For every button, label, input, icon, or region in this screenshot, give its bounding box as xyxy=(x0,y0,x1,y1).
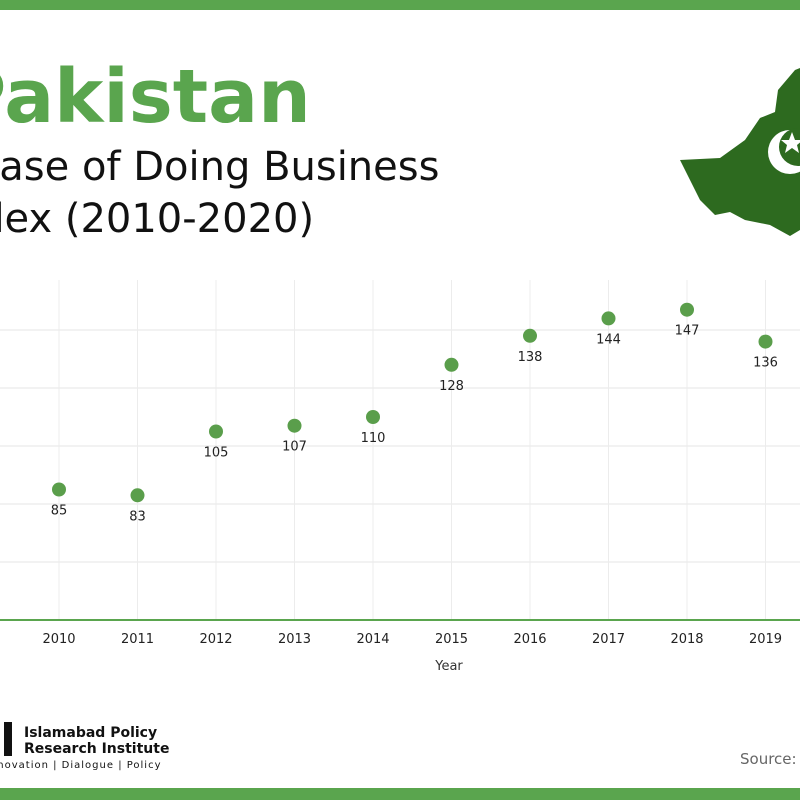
source: Source: World Bank xyxy=(740,750,800,768)
data-label: 107 xyxy=(282,440,307,455)
point xyxy=(601,311,616,326)
point xyxy=(444,357,459,372)
point xyxy=(758,334,773,349)
x-axis-title: Year xyxy=(434,659,463,674)
bottom-bar xyxy=(0,788,800,800)
x-tick-label: 2017 xyxy=(592,632,625,647)
data-label: 128 xyxy=(439,379,464,394)
x-tick-label: 2015 xyxy=(435,632,468,647)
plot: 2009772010852011832012105201310720141102… xyxy=(0,280,800,647)
title: Pakistan xyxy=(0,54,311,140)
top-bar xyxy=(0,0,800,10)
data-label: 136 xyxy=(753,356,778,371)
data-label: 83 xyxy=(129,509,146,524)
point xyxy=(52,482,66,497)
point xyxy=(209,424,223,439)
x-tick-label: 2014 xyxy=(356,632,389,647)
x-tick-label: 2018 xyxy=(670,632,703,647)
data-label: 144 xyxy=(596,332,621,347)
x-tick-label: 2013 xyxy=(278,632,311,647)
x-tick-label: 2012 xyxy=(199,632,232,647)
logo-text: Islamabad Policy xyxy=(24,725,157,741)
x-tick-label: 2011 xyxy=(121,632,154,647)
point xyxy=(680,302,694,317)
point xyxy=(366,410,380,424)
data-label: 138 xyxy=(518,350,543,365)
data-label: 105 xyxy=(204,446,229,461)
subtitle: Ease of Doing Business xyxy=(0,144,439,190)
map-icon xyxy=(680,68,800,236)
point xyxy=(130,488,145,503)
x-tick-label: 2019 xyxy=(749,632,782,647)
logo: Islamabad Policy Research Institute Inno… xyxy=(0,722,169,771)
data-label: 110 xyxy=(361,431,386,446)
data-label: 85 xyxy=(51,504,68,519)
x-tick-label: 2016 xyxy=(513,632,546,647)
logo-tagline: Innovation | Dialogue | Policy xyxy=(0,760,162,771)
x-tick-label: 2010 xyxy=(42,632,75,647)
point xyxy=(523,328,537,343)
subtitle: Index (2010-2020) xyxy=(0,196,314,242)
logo-text: Research Institute xyxy=(24,741,169,757)
point xyxy=(287,418,302,433)
data-label: 147 xyxy=(675,324,700,339)
